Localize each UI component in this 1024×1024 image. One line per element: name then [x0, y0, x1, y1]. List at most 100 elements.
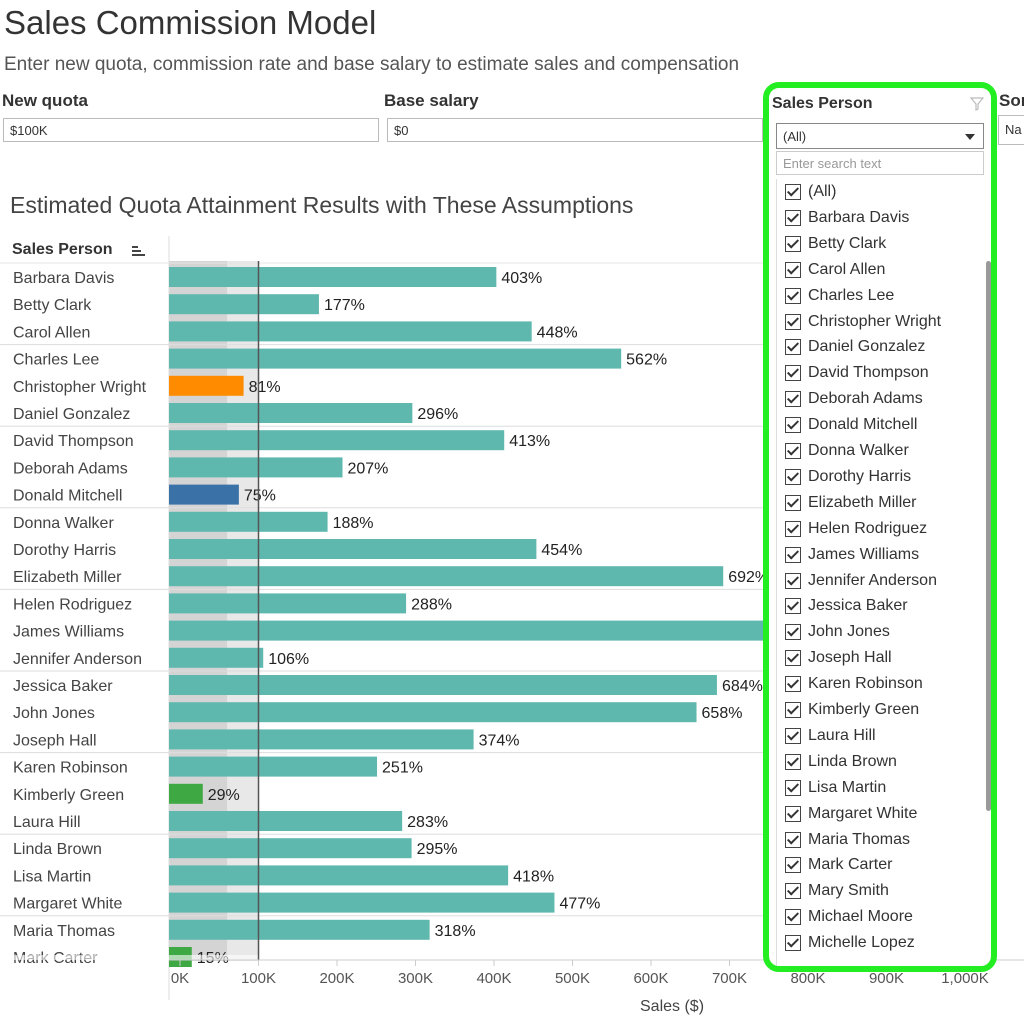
filter-option-label: Donald Mitchell	[808, 416, 918, 434]
bar	[169, 294, 319, 315]
checkbox-checked-icon[interactable]	[785, 339, 801, 356]
filter-option[interactable]: Maria Thomas	[785, 829, 910, 851]
filter-option[interactable]: Daniel Gonzalez	[785, 336, 925, 358]
row-header-sales-person: Sales Person	[12, 241, 113, 258]
sort-icon[interactable]	[130, 243, 146, 259]
checkbox-checked-icon[interactable]	[785, 365, 801, 382]
checkbox-checked-icon[interactable]	[785, 443, 801, 459]
checkbox-checked-icon[interactable]	[785, 391, 801, 408]
x-tick-label: 0K	[171, 970, 189, 987]
new-quota-input[interactable]: $100K	[3, 118, 379, 142]
checkbox-checked-icon[interactable]	[785, 831, 801, 848]
filter-option[interactable]: Margaret White	[785, 803, 917, 825]
filter-option[interactable]: Barbara Davis	[785, 207, 909, 229]
filter-option[interactable]: Joseph Hall	[785, 647, 892, 669]
checkbox-checked-icon[interactable]	[785, 520, 801, 537]
filter-option[interactable]: Jessica Baker	[785, 595, 908, 617]
sort-param-input[interactable]: Na	[998, 115, 1024, 145]
category-label: Barbara Davis	[13, 270, 114, 287]
checkbox-checked-icon[interactable]	[785, 702, 801, 718]
checkbox-checked-icon[interactable]	[785, 935, 801, 952]
filter-option[interactable]: Dorothy Harris	[785, 466, 911, 488]
filter-dropdown[interactable]: (All)	[776, 123, 984, 149]
category-label: Daniel Gonzalez	[13, 406, 130, 423]
filter-option[interactable]: Michelle Lopez	[785, 932, 915, 954]
sort-param-label: Sor	[999, 91, 1024, 110]
filter-checkbox-list: (All) Barbara Davis Betty Clark Carol Allen…	[776, 179, 985, 972]
filter-option[interactable]: Charles Lee	[785, 285, 894, 307]
checkbox-checked-icon[interactable]	[785, 417, 801, 434]
checkbox-checked-icon[interactable]	[785, 676, 801, 693]
checkbox-checked-icon[interactable]	[785, 909, 801, 926]
filter-option[interactable]: (All)	[785, 181, 836, 203]
checkbox-checked-icon[interactable]	[785, 184, 801, 200]
filter-option[interactable]: Michael Moore	[785, 906, 913, 928]
category-label: James Williams	[13, 624, 124, 641]
checkbox-checked-icon[interactable]	[785, 235, 801, 252]
checkbox-checked-icon[interactable]	[785, 572, 801, 589]
filter-option[interactable]: Kimberly Green	[785, 699, 919, 721]
filter-option[interactable]: Donald Mitchell	[785, 414, 917, 436]
filter-option[interactable]: Jennifer Anderson	[785, 570, 937, 592]
data-label: 288%	[411, 596, 452, 613]
category-label: Kimberly Green	[13, 787, 124, 804]
base-salary-input[interactable]: $0	[387, 118, 763, 142]
checkbox-checked-icon[interactable]	[785, 313, 801, 330]
checkbox-checked-icon[interactable]	[785, 598, 801, 615]
filter-option-label: Laura Hill	[808, 726, 876, 744]
funnel-icon[interactable]	[970, 97, 984, 111]
filter-option[interactable]: David Thompson	[785, 362, 929, 384]
bar	[169, 375, 244, 396]
checkbox-checked-icon[interactable]	[785, 650, 801, 667]
x-tick-label: 100K	[241, 970, 276, 987]
filter-option[interactable]: Mary Smith	[785, 880, 889, 902]
checkbox-checked-icon[interactable]	[785, 779, 801, 796]
bar	[169, 566, 724, 587]
checkbox-checked-icon[interactable]	[785, 468, 801, 485]
filter-scrollbar[interactable]	[986, 261, 991, 811]
checkbox-checked-icon[interactable]	[785, 857, 801, 874]
filter-option-label: Jessica Baker	[808, 597, 908, 615]
category-label: Linda Brown	[13, 841, 102, 858]
category-label: Karen Robinson	[13, 760, 128, 777]
data-label: 658%	[702, 705, 743, 722]
filter-option[interactable]: James Williams	[785, 544, 919, 566]
filter-option[interactable]: John Jones	[785, 621, 890, 643]
bar	[169, 811, 403, 831]
data-label: 418%	[513, 868, 554, 885]
checkbox-checked-icon[interactable]	[785, 727, 801, 744]
category-label: Donald Mitchell	[13, 488, 122, 505]
data-label: 207%	[347, 460, 388, 477]
filter-option[interactable]: Donna Walker	[785, 440, 909, 462]
checkbox-checked-icon[interactable]	[785, 624, 801, 641]
filter-option[interactable]: Karen Robinson	[785, 673, 923, 695]
checkbox-checked-icon[interactable]	[785, 883, 801, 900]
checkbox-checked-icon[interactable]	[785, 546, 801, 563]
filter-option[interactable]: Linda Brown	[785, 751, 897, 773]
checkbox-checked-icon[interactable]	[785, 805, 801, 822]
x-tick-label: 200K	[319, 970, 354, 987]
filter-option[interactable]: Betty Clark	[785, 233, 886, 255]
filter-option[interactable]: Elizabeth Miller	[785, 492, 916, 514]
filter-option[interactable]: Carol Allen	[785, 259, 885, 281]
filter-search-input[interactable]: Enter search text	[776, 151, 984, 175]
data-label: 295%	[417, 841, 458, 858]
filter-option[interactable]: Laura Hill	[785, 725, 876, 747]
filter-option[interactable]: Helen Rodriguez	[785, 518, 927, 540]
filter-option-label: David Thompson	[808, 364, 929, 382]
checkbox-checked-icon[interactable]	[785, 209, 801, 226]
checkbox-checked-icon[interactable]	[785, 753, 801, 770]
filter-option-label: Jennifer Anderson	[808, 571, 937, 589]
filter-option-label: John Jones	[808, 623, 890, 641]
filter-option[interactable]: Christopher Wright	[785, 311, 941, 333]
filter-option-label: Mary Smith	[808, 882, 889, 900]
bar	[169, 892, 555, 913]
data-label: 188%	[333, 515, 374, 532]
checkbox-checked-icon[interactable]	[785, 287, 801, 304]
filter-option[interactable]: Deborah Adams	[785, 388, 923, 410]
filter-option[interactable]: Mark Carter	[785, 854, 892, 876]
checkbox-checked-icon[interactable]	[785, 261, 801, 278]
bar	[169, 675, 717, 695]
checkbox-checked-icon[interactable]	[785, 494, 801, 511]
filter-option[interactable]: Lisa Martin	[785, 777, 886, 799]
